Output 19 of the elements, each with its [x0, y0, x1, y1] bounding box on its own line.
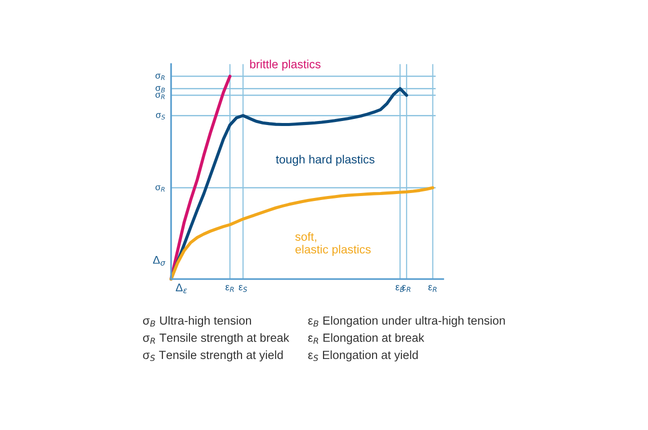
ref-line-label: σ$_{R}$	[156, 92, 165, 100]
text: ε$_{B}$ Elongation under ultra-high tension	[308, 316, 505, 328]
x-tick-label: ε$_{S}$	[238, 285, 248, 292]
text: tough hard plastics	[276, 154, 374, 166]
text: σ$_{B}$ Ultra-high tension	[143, 316, 251, 328]
text: Δ$_{σ}$	[153, 256, 166, 266]
ref-line-label: σ$_{B}$	[156, 86, 165, 92]
text: σ$_{R}$ Tensile strength at break	[143, 333, 290, 344]
text: ε$_{R}$ Elongation at break	[308, 333, 424, 344]
text: Δ$_{ε}$	[176, 284, 187, 294]
text: σ$_{S}$ Tensile strength at yield	[143, 350, 283, 362]
ref-line-label: σ$_{R}$	[156, 185, 165, 192]
series-label: brittle plastics	[250, 60, 320, 71]
x-tick-label: ε$_{R}$	[226, 285, 234, 292]
text: ε$_{S}$ Elongation at yield	[308, 350, 418, 362]
ref-line-label: σ$_{S}$	[156, 113, 166, 120]
text: soft, elastic plastics	[295, 232, 371, 256]
ref-line-label: σ$_{R}$	[156, 74, 165, 80]
x-tick-label: ε$_{R}$	[428, 285, 437, 292]
